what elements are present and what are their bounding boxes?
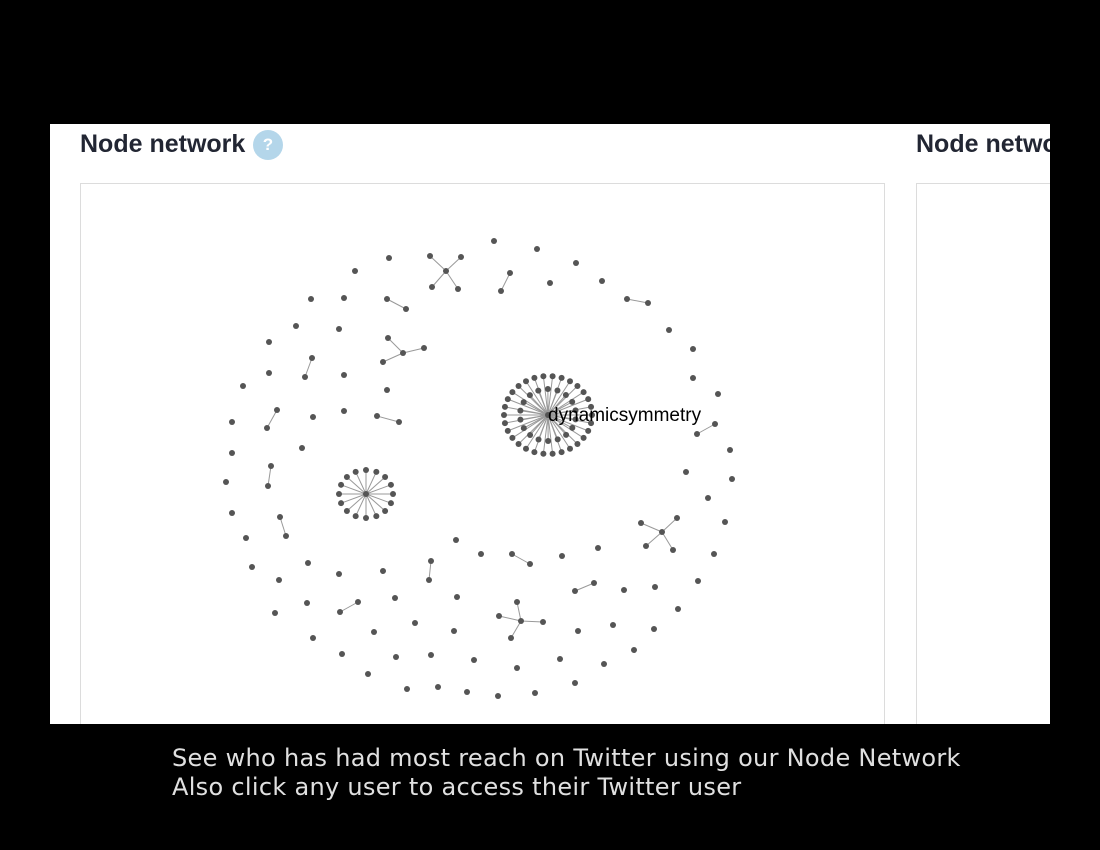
caption-line-1: See who has had most reach on Twitter us… — [172, 744, 961, 772]
dashboard-viewport: Node network ? Node network — [50, 124, 1050, 724]
panel-title: Node network — [80, 130, 246, 158]
caption-line-2: Also click any user to access their Twit… — [172, 773, 742, 801]
help-icon[interactable]: ? — [253, 130, 283, 160]
panel-title-second: Node network — [916, 130, 1050, 158]
node-network-panel — [80, 183, 885, 724]
video-caption: See who has had most reach on Twitter us… — [172, 744, 961, 802]
node-network-panel-second — [916, 183, 1050, 724]
